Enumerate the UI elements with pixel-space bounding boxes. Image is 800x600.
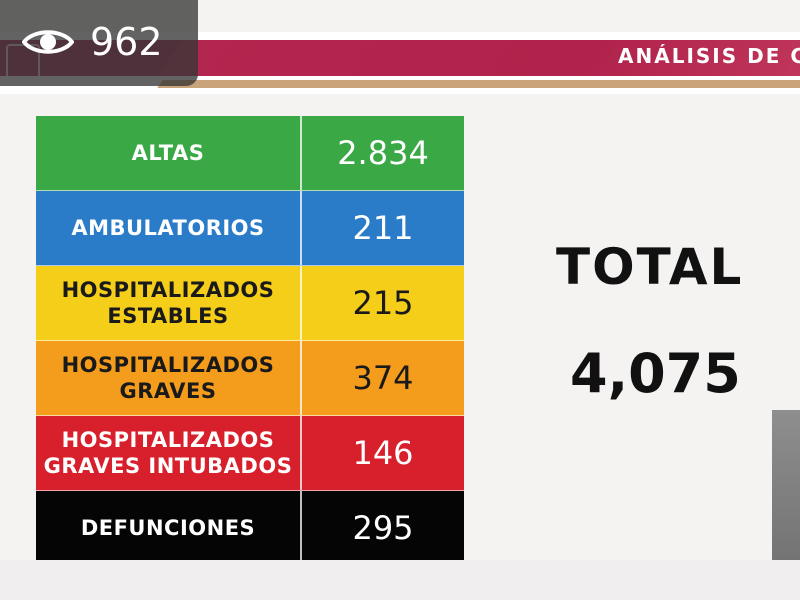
- row-value: 211: [352, 209, 414, 247]
- table-row: HOSPITALIZADOS ESTABLES 215: [36, 266, 464, 341]
- eye-icon: [22, 30, 74, 54]
- table-row: DEFUNCIONES 295: [36, 491, 464, 566]
- row-label: HOSPITALIZADOS ESTABLES: [36, 266, 302, 340]
- header-gold-stripe: [157, 80, 800, 88]
- total-value: 4,075: [570, 342, 741, 405]
- status-table: ALTAS 2.834 AMBULATORIOS 211 HOSPITALIZADOS …: [36, 116, 464, 566]
- table-row: ALTAS 2.834: [36, 116, 464, 191]
- views-count: 962: [90, 20, 163, 64]
- row-value: 2.834: [337, 134, 429, 172]
- row-label: HOSPITALIZADOS GRAVES INTUBADOS: [36, 416, 302, 490]
- row-value: 374: [352, 359, 414, 397]
- total-label: TOTAL: [556, 238, 744, 296]
- table-row: HOSPITALIZADOS GRAVES INTUBADOS 146: [36, 416, 464, 491]
- row-value: 215: [352, 284, 414, 322]
- table-row: HOSPITALIZADOS GRAVES 374: [36, 341, 464, 416]
- header-title: ANÁLISIS DE C: [618, 44, 800, 68]
- row-value: 146: [352, 434, 414, 472]
- row-label: ALTAS: [36, 116, 302, 190]
- views-overlay: 962: [0, 0, 198, 86]
- row-label: DEFUNCIONES: [36, 491, 302, 565]
- bottom-strip: [0, 560, 800, 600]
- row-value: 295: [352, 509, 414, 547]
- table-row: AMBULATORIOS 211: [36, 191, 464, 266]
- row-label: AMBULATORIOS: [36, 191, 302, 265]
- row-label: HOSPITALIZADOS GRAVES: [36, 341, 302, 415]
